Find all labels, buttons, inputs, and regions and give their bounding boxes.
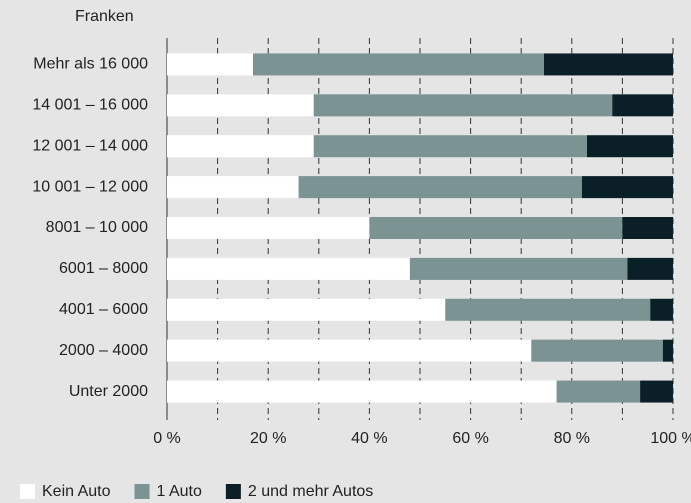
legend-label: 2 und mehr Autos (248, 483, 373, 500)
bar-segment (167, 176, 299, 199)
legend-swatch (134, 484, 150, 499)
y-tick-label: 14 001 – 16 000 (32, 97, 148, 114)
x-tick-label: 40 % (351, 430, 387, 447)
y-tick-label: 10 001 – 12 000 (32, 178, 148, 195)
x-tick-label: 80 % (554, 430, 590, 447)
legend-label: 1 Auto (157, 483, 202, 500)
bar-segment (581, 176, 673, 199)
bar-segment (167, 380, 557, 403)
y-tick-label: Unter 2000 (69, 383, 148, 400)
bar-segment (167, 298, 446, 321)
x-tick-label: 100 % (650, 430, 691, 447)
bar-segment (313, 135, 587, 158)
bar-segment (167, 257, 410, 280)
bar-segment (531, 339, 663, 362)
y-tick-label: 12 001 – 14 000 (32, 137, 148, 154)
bar-segment (167, 135, 314, 158)
bar-segment (650, 298, 673, 321)
bar-segment (627, 257, 673, 280)
bar-segment (409, 257, 628, 280)
bar-segment (298, 176, 582, 199)
bar-segment (556, 380, 641, 403)
bar-segment (369, 217, 623, 239)
legend-swatch (20, 484, 35, 499)
bar-segment (167, 53, 254, 76)
bar-segment (640, 380, 673, 403)
y-axis-label: Franken (75, 8, 134, 25)
bar-segment (662, 339, 673, 362)
legend-label: Kein Auto (42, 483, 111, 500)
y-tick-label: 8001 – 10 000 (46, 219, 148, 236)
bar-segment (612, 94, 673, 117)
bar-segment (586, 135, 673, 158)
x-tick-label: 20 % (250, 430, 286, 447)
bar-segment (167, 217, 370, 239)
bar-segment (622, 217, 673, 239)
bar-segment (543, 53, 673, 76)
bar-segment (445, 298, 651, 321)
bar-segment (253, 53, 544, 76)
y-tick-label: Mehr als 16 000 (33, 56, 148, 73)
y-tick-label: 4001 – 6000 (59, 301, 148, 318)
bar-segment (167, 94, 314, 117)
y-tick-label: 6001 – 8000 (59, 260, 148, 277)
x-tick-label: 0 % (153, 430, 181, 447)
y-tick-label: 2000 – 4000 (59, 342, 148, 359)
legend-swatch (225, 484, 241, 499)
bar-segment (167, 339, 532, 362)
x-tick-label: 60 % (452, 430, 488, 447)
bar-segment (313, 94, 613, 117)
